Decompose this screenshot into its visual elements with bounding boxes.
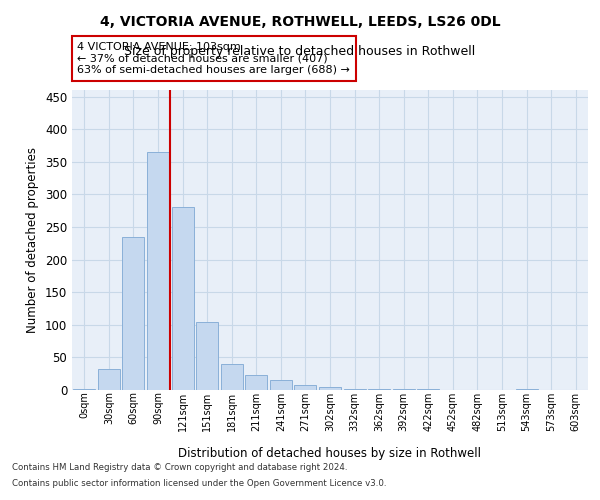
Bar [98, 369, 120, 390]
Bar [344, 388, 365, 390]
Bar [295, 386, 316, 390]
Bar [270, 380, 292, 390]
Bar [196, 322, 218, 390]
Bar [319, 388, 341, 390]
Text: Size of property relative to detached houses in Rothwell: Size of property relative to detached ho… [124, 45, 476, 58]
Text: 4 VICTORIA AVENUE: 103sqm
← 37% of detached houses are smaller (407)
63% of semi: 4 VICTORIA AVENUE: 103sqm ← 37% of detac… [77, 42, 350, 75]
Y-axis label: Number of detached properties: Number of detached properties [26, 147, 40, 333]
Bar [122, 236, 145, 390]
Text: Distribution of detached houses by size in Rothwell: Distribution of detached houses by size … [179, 448, 482, 460]
Bar [245, 375, 268, 390]
Text: Contains HM Land Registry data © Crown copyright and database right 2024.: Contains HM Land Registry data © Crown c… [12, 464, 347, 472]
Bar [147, 152, 169, 390]
Bar [73, 388, 95, 390]
Text: 4, VICTORIA AVENUE, ROTHWELL, LEEDS, LS26 0DL: 4, VICTORIA AVENUE, ROTHWELL, LEEDS, LS2… [100, 15, 500, 29]
Bar [172, 208, 194, 390]
Text: Contains public sector information licensed under the Open Government Licence v3: Contains public sector information licen… [12, 478, 386, 488]
Bar [221, 364, 243, 390]
